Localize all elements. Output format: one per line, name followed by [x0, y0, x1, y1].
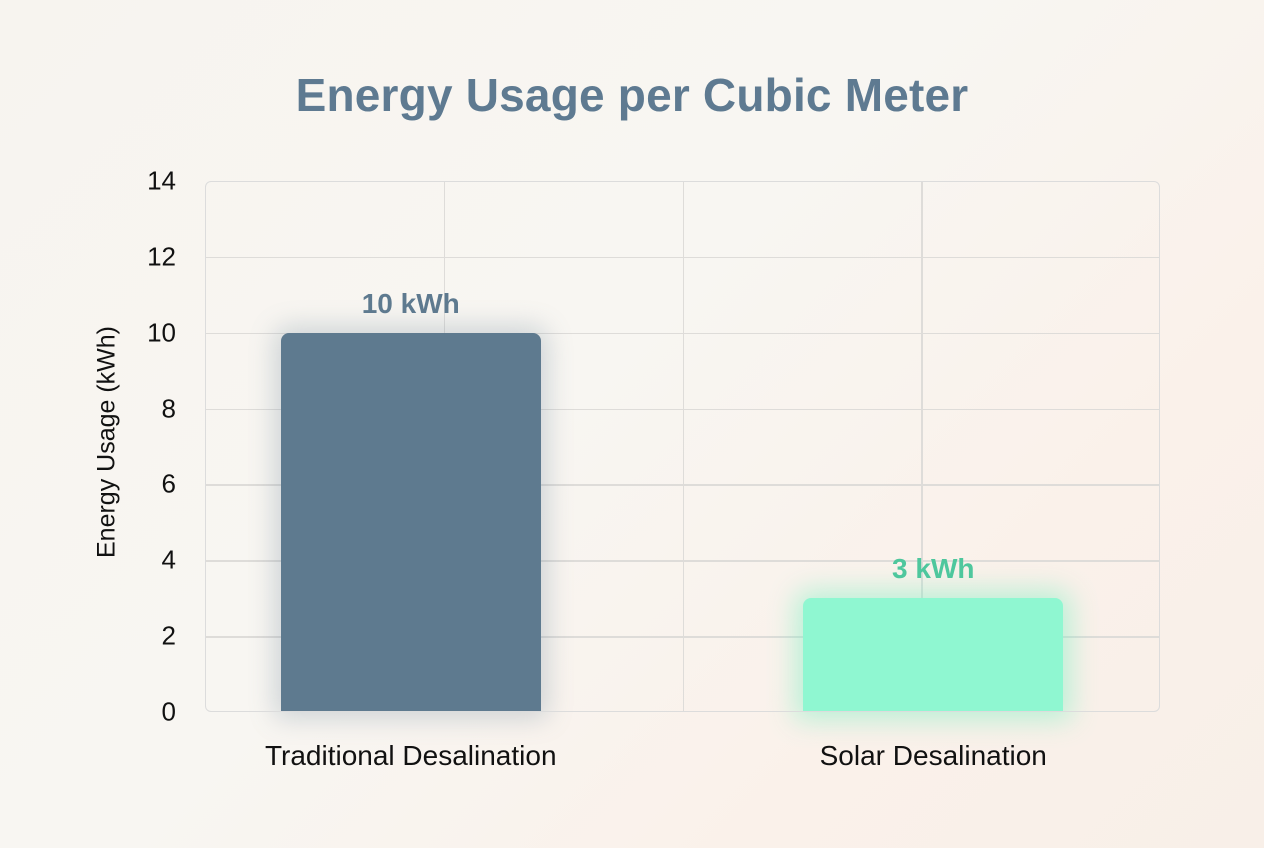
- y-tick-label: 4: [161, 544, 176, 575]
- y-tick-label: 0: [161, 696, 176, 727]
- vertical-gridline: [682, 181, 684, 712]
- y-tick-label: 10: [147, 317, 176, 348]
- y-tick-label: 12: [147, 241, 176, 272]
- bar-solar: [803, 598, 1064, 712]
- x-tick-label-traditional: Traditional Desalination: [264, 740, 557, 771]
- plot-frame: [205, 181, 1160, 712]
- value-label-traditional: 10 kWh: [361, 287, 460, 319]
- y-tick-label: 14: [147, 165, 176, 196]
- y-axis-label: Energy Usage (kWh): [92, 325, 121, 559]
- chart-title: Energy Usage per Cubic Meter: [295, 69, 969, 121]
- y-tick-label: 6: [161, 468, 176, 499]
- y-tick-label: 8: [161, 393, 176, 424]
- x-tick-label-solar: Solar Desalination: [819, 740, 1047, 771]
- y-tick-label: 2: [161, 620, 176, 651]
- vertical-gridline: [921, 181, 923, 712]
- bar-traditional: [280, 332, 541, 712]
- value-label-solar: 3 kWh: [892, 553, 975, 585]
